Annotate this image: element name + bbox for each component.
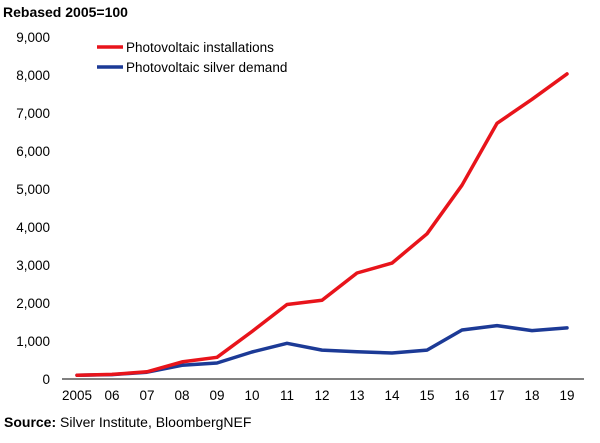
chart-source: Source: Silver Institute, BloombergNEF (4, 414, 251, 430)
x-tick-label: 17 (489, 388, 504, 403)
x-tick-label: 14 (384, 388, 400, 403)
y-tick-label: 5,000 (16, 182, 50, 197)
y-tick-label: 1,000 (16, 334, 50, 349)
x-axis-ticks: 2005 06 07 08 09 10 11 12 13 14 15 16 17 18 19 (62, 388, 575, 403)
y-tick-label: 9,000 (16, 30, 50, 45)
x-tick-label: 11 (280, 388, 294, 403)
x-tick-label: 12 (314, 388, 329, 403)
source-label: Source: (4, 414, 57, 430)
x-tick-label: 13 (349, 388, 364, 403)
y-tick-label: 2,000 (16, 296, 50, 311)
chart-title: Rebased 2005=100 (3, 4, 128, 20)
x-tick-label: 06 (104, 388, 119, 403)
series-line-2 (75, 323, 569, 377)
y-tick-label: 0 (42, 372, 50, 387)
y-tick-label: 8,000 (16, 68, 50, 83)
series-line-1 (75, 72, 569, 377)
x-tick-label: 10 (244, 388, 259, 403)
x-tick-label: 15 (419, 388, 434, 403)
x-tick-label: 18 (524, 388, 539, 403)
legend-label-2: Photovoltaic silver demand (126, 60, 287, 75)
legend: Photovoltaic installations Photovoltaic s… (97, 40, 287, 75)
legend-label-1: Photovoltaic installations (126, 40, 274, 55)
x-tick-label: 09 (209, 388, 224, 403)
y-tick-label: 4,000 (16, 220, 50, 235)
y-tick-label: 3,000 (16, 258, 50, 273)
y-axis-ticks: 0 1,000 2,000 3,000 4,000 5,000 6,000 7,000 8,00… (16, 30, 50, 387)
source-text: Silver Institute, BloombergNEF (60, 414, 252, 430)
series-layer (75, 72, 569, 377)
y-tick-label: 6,000 (16, 144, 50, 159)
x-tick-label: 16 (454, 388, 469, 403)
x-tick-label: 2005 (62, 388, 92, 403)
x-tick-label: 19 (559, 388, 574, 403)
y-tick-label: 7,000 (16, 106, 50, 121)
x-tick-label: 08 (174, 388, 189, 403)
x-tick-label: 07 (139, 388, 154, 403)
